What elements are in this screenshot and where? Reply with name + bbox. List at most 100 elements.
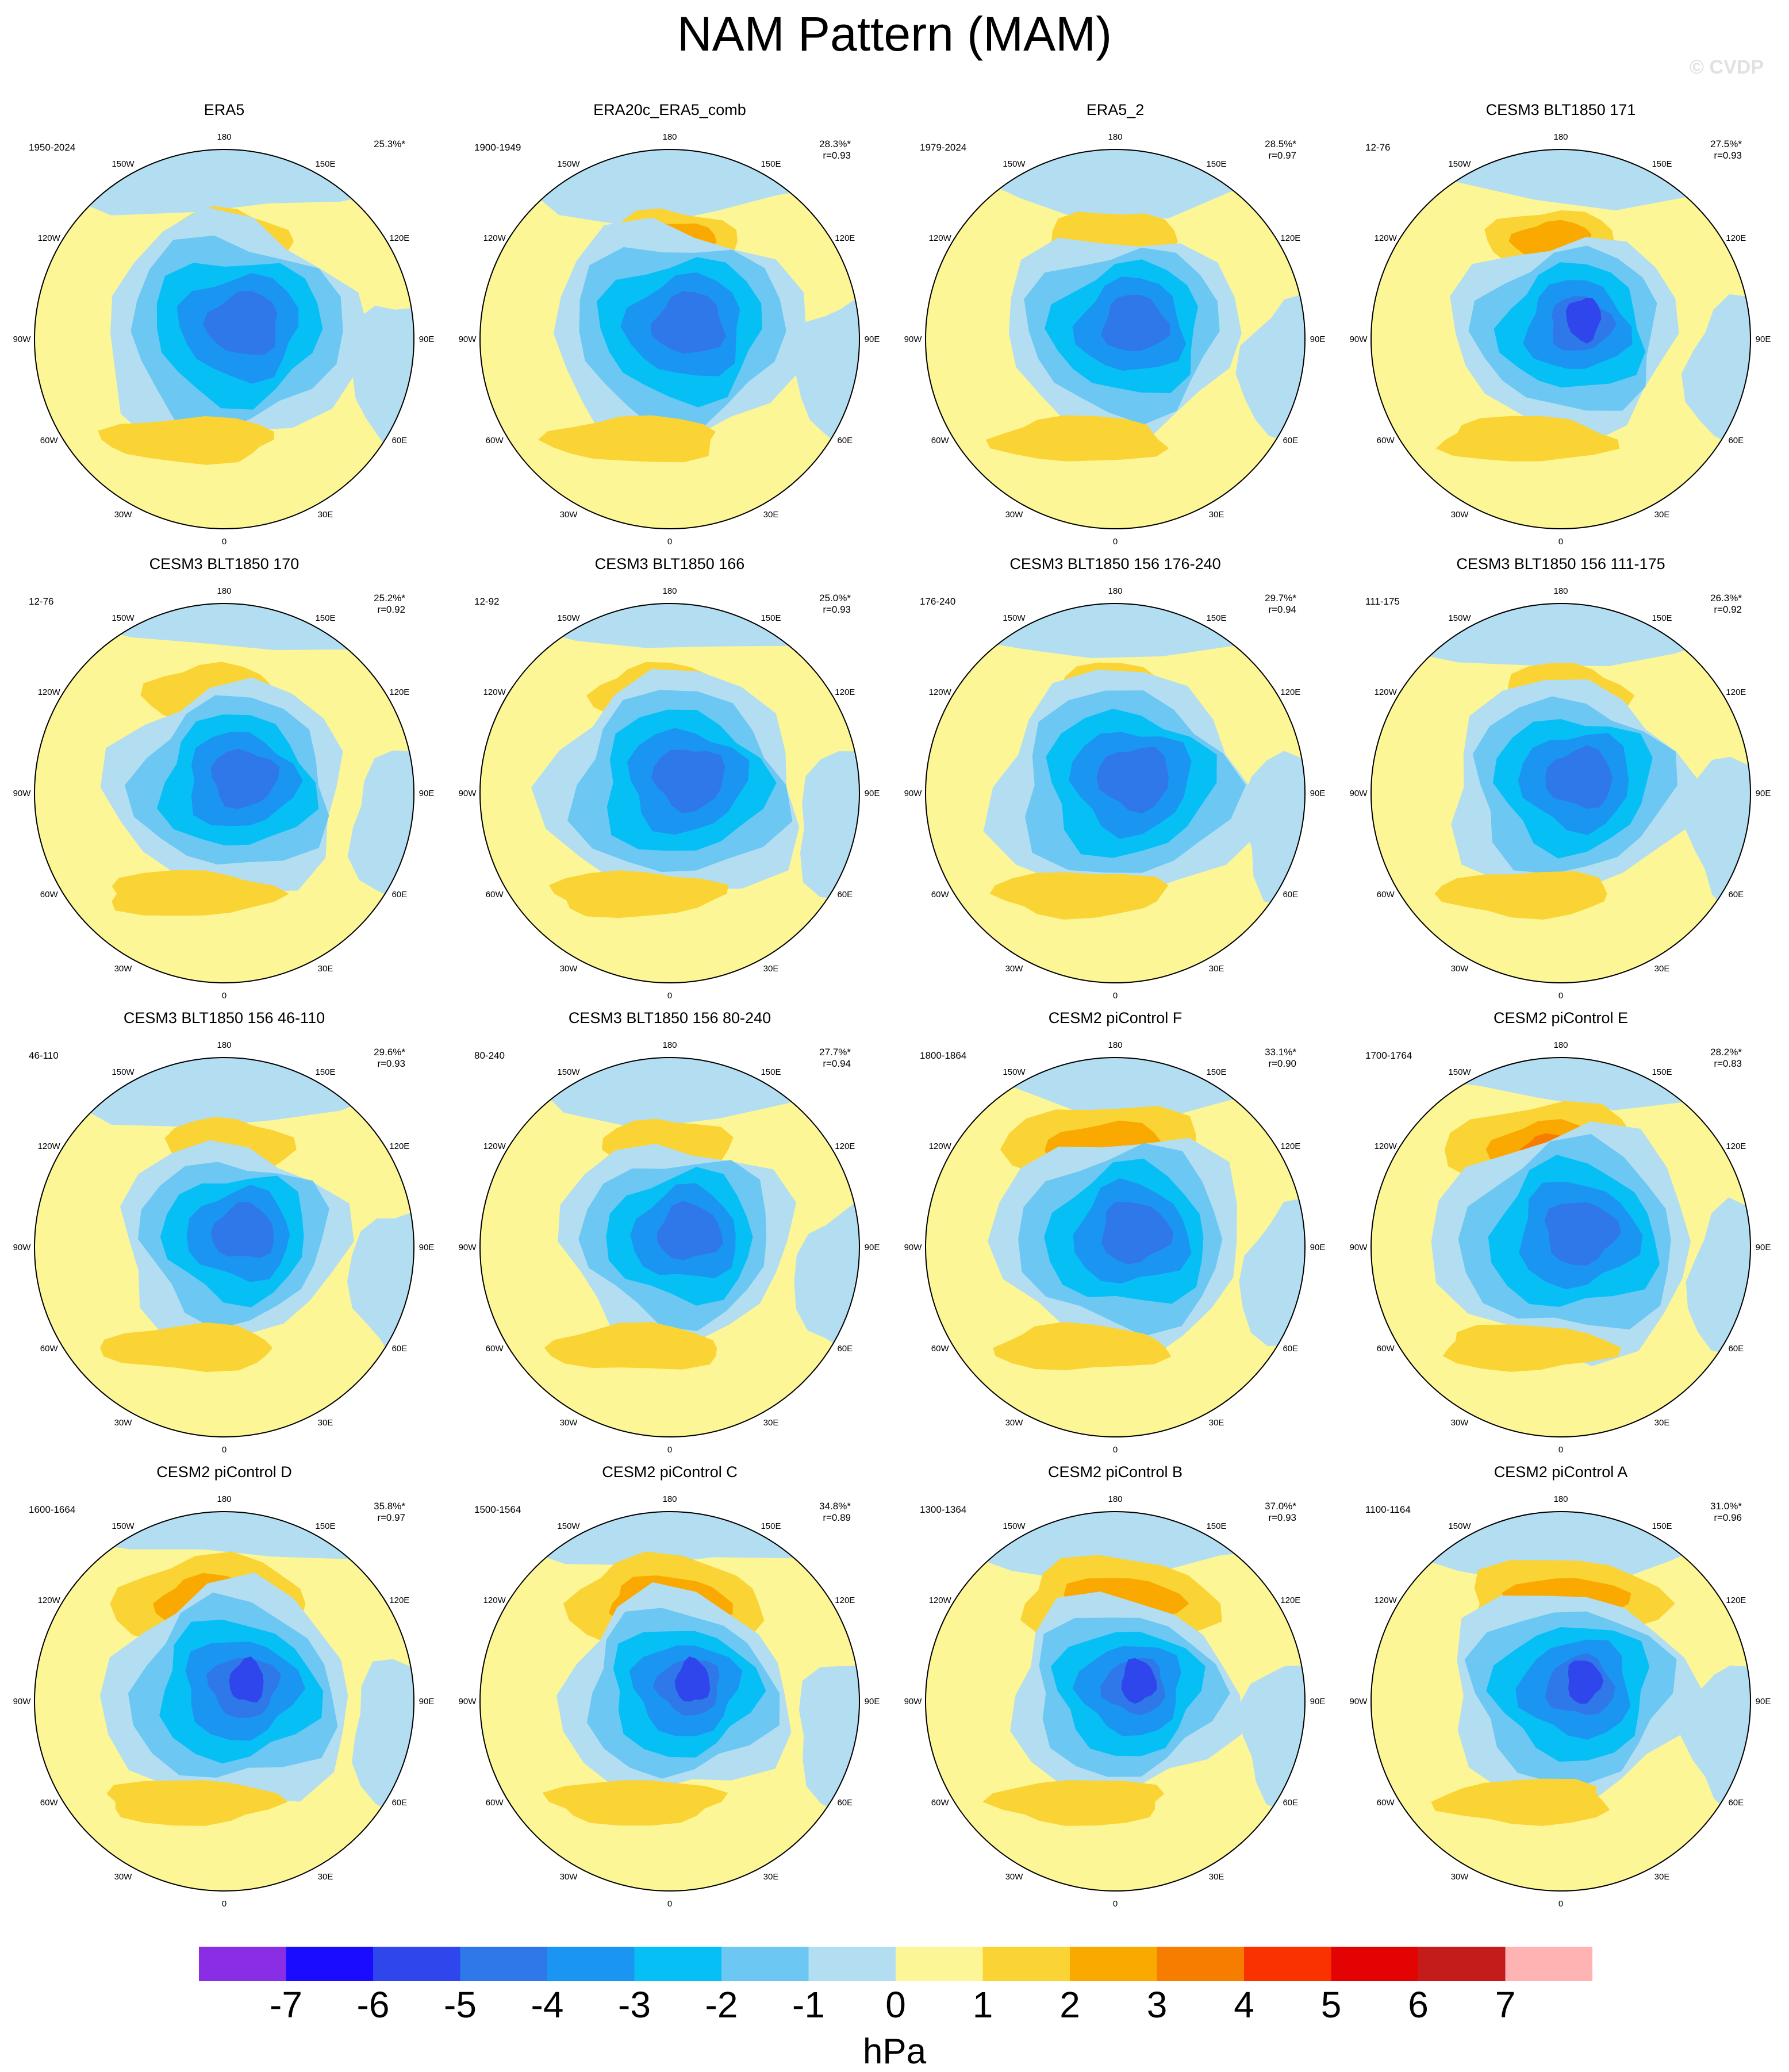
panel-correlation: r=0.83 <box>1714 1058 1742 1069</box>
arctic-low-contour <box>1096 747 1169 814</box>
panel-correlation: r=0.97 <box>377 1512 405 1523</box>
longitude-label: 120W <box>1375 1141 1398 1151</box>
longitude-label: 60W <box>1377 1798 1395 1808</box>
longitude-label: 90W <box>13 335 32 344</box>
longitude-label: 120E <box>389 1141 409 1151</box>
arctic-low-contour <box>657 1201 724 1260</box>
longitude-label: 150W <box>112 1521 135 1531</box>
panel-variance: 28.5%* <box>1265 139 1296 149</box>
atlantic-high <box>1435 416 1620 462</box>
longitude-label: 30W <box>560 1418 578 1428</box>
panel-title: CESM3 BLT1850 166 <box>595 555 745 572</box>
slp-field <box>926 1058 1305 1437</box>
longitude-label: 0 <box>1113 991 1118 1001</box>
panel-period: 1979-2024 <box>920 142 966 153</box>
longitude-label: 120E <box>1280 1596 1300 1605</box>
map-panel: 180 150E 120E 90E 60E 30E 0 30W 60W 90W 120W 150W CE… <box>13 1463 435 1909</box>
longitude-label: 120W <box>929 1141 952 1151</box>
map-boundary <box>34 603 414 983</box>
longitude-label: 120W <box>38 233 61 243</box>
longitude-label: 30E <box>318 1418 333 1428</box>
panel-title: ERA20c_ERA5_comb <box>593 101 746 118</box>
panel-correlation: r=0.94 <box>1268 604 1296 615</box>
longitude-label: 30W <box>114 510 133 520</box>
longitude-label: 60W <box>1377 436 1395 445</box>
longitude-label: 90E <box>1310 1243 1326 1252</box>
longitude-label: 180 <box>1108 1494 1122 1504</box>
panel-title: CESM3 BLT1850 156 80-240 <box>569 1009 771 1027</box>
panel-variance: 28.3%* <box>819 139 851 149</box>
longitude-label: 30W <box>1451 510 1469 520</box>
map-boundary <box>479 603 860 983</box>
longitude-label: 150E <box>1206 613 1226 623</box>
panel-title: ERA5 <box>204 101 245 118</box>
arctic-low-contour <box>651 291 726 353</box>
longitude-label: 120E <box>835 1141 855 1151</box>
longitude-label: 120E <box>1726 233 1746 243</box>
map-boundary <box>925 149 1306 529</box>
longitude-label: 120W <box>1375 233 1398 243</box>
longitude-label: 180 <box>662 1494 677 1504</box>
longitude-label: 30E <box>1654 1418 1670 1428</box>
longitude-label: 60W <box>1377 1344 1395 1354</box>
panel-period: 80-240 <box>474 1050 505 1061</box>
map-boundary <box>479 149 860 529</box>
longitude-label: 120E <box>1726 1596 1746 1605</box>
colorbar-tick-label: 3 <box>1147 1984 1168 2025</box>
longitude-label: 90E <box>1756 335 1771 344</box>
negative-region <box>1681 294 1750 444</box>
longitude-label: 90W <box>459 1697 477 1706</box>
panel-period: 111-175 <box>1365 596 1400 607</box>
colorbar-tick-label: -5 <box>444 1984 477 2025</box>
longitude-label: 60W <box>931 1798 950 1808</box>
panel-variance: 28.2%* <box>1710 1047 1742 1058</box>
colorbar-swatch <box>896 1947 983 1981</box>
longitude-label: 60E <box>1728 1344 1744 1354</box>
longitude-label: 90E <box>419 789 435 798</box>
slp-field <box>34 1058 414 1437</box>
map-panel: 180 150E 120E 90E 60E 30E 0 30W 60W 90W 120W 150W CE… <box>459 1009 880 1455</box>
colorbar-tick-label: 0 <box>885 1984 906 2025</box>
panel-period: 1800-1864 <box>920 1050 966 1061</box>
longitude-label: 90E <box>865 789 880 798</box>
colorbar-tick-label: -7 <box>270 1984 302 2025</box>
colorbar-swatch <box>199 1947 286 1981</box>
longitude-label: 150E <box>761 613 781 623</box>
negative-band <box>926 149 1305 221</box>
map-panel: 180 150E 120E 90E 60E 30E 0 30W 60W 90W 120W 150W CE… <box>459 555 880 1001</box>
slp-field <box>34 149 414 529</box>
negative-region <box>794 1200 859 1362</box>
longitude-label: 180 <box>1553 1040 1568 1050</box>
colorbar-swatch <box>547 1947 635 1981</box>
arctic-low-contour <box>1101 295 1170 351</box>
longitude-label: 30E <box>318 510 333 520</box>
panel-title: CESM2 piControl B <box>1048 1463 1183 1481</box>
arctic-low-core <box>1565 297 1602 344</box>
copyright-watermark: © CVDP <box>1690 56 1764 78</box>
panel-variance: 27.7%* <box>819 1047 851 1058</box>
longitude-label: 90W <box>459 789 477 798</box>
map-panel: 180 150E 120E 90E 60E 30E 0 30W 60W 90W 120W 150W CE… <box>1350 101 1771 547</box>
panel-title: CESM3 BLT1850 156 111-175 <box>1456 555 1665 572</box>
longitude-label: 120W <box>483 233 506 243</box>
panel-variance: 33.1%* <box>1265 1047 1296 1058</box>
longitude-label: 30W <box>560 1872 578 1882</box>
longitude-label: 30E <box>1654 510 1670 520</box>
longitude-label: 60E <box>1283 1798 1298 1808</box>
panel-correlation: r=0.96 <box>1714 1512 1742 1523</box>
longitude-label: 150E <box>761 1067 781 1077</box>
longitude-label: 30E <box>1654 1872 1670 1882</box>
negative-band <box>1371 1058 1750 1110</box>
colorbar-tick-label: 2 <box>1059 1984 1080 2025</box>
panel-grid: 180 150E 120E 90E 60E 30E 0 30W 60W 90W 120W 150W ER… <box>13 101 1771 1909</box>
longitude-label: 30E <box>1209 964 1224 974</box>
longitude-label: 30E <box>318 964 333 974</box>
colorbar-swatch <box>1418 1947 1506 1981</box>
colorbar-tick-label: 6 <box>1408 1984 1429 2025</box>
colorbar-swatch <box>982 1947 1070 1981</box>
longitude-label: 120W <box>483 1596 506 1605</box>
longitude-label: 60E <box>837 1798 853 1808</box>
colorbar-swatch <box>1244 1947 1331 1981</box>
atlantic-high <box>982 1780 1165 1826</box>
longitude-label: 150W <box>1448 1521 1471 1531</box>
